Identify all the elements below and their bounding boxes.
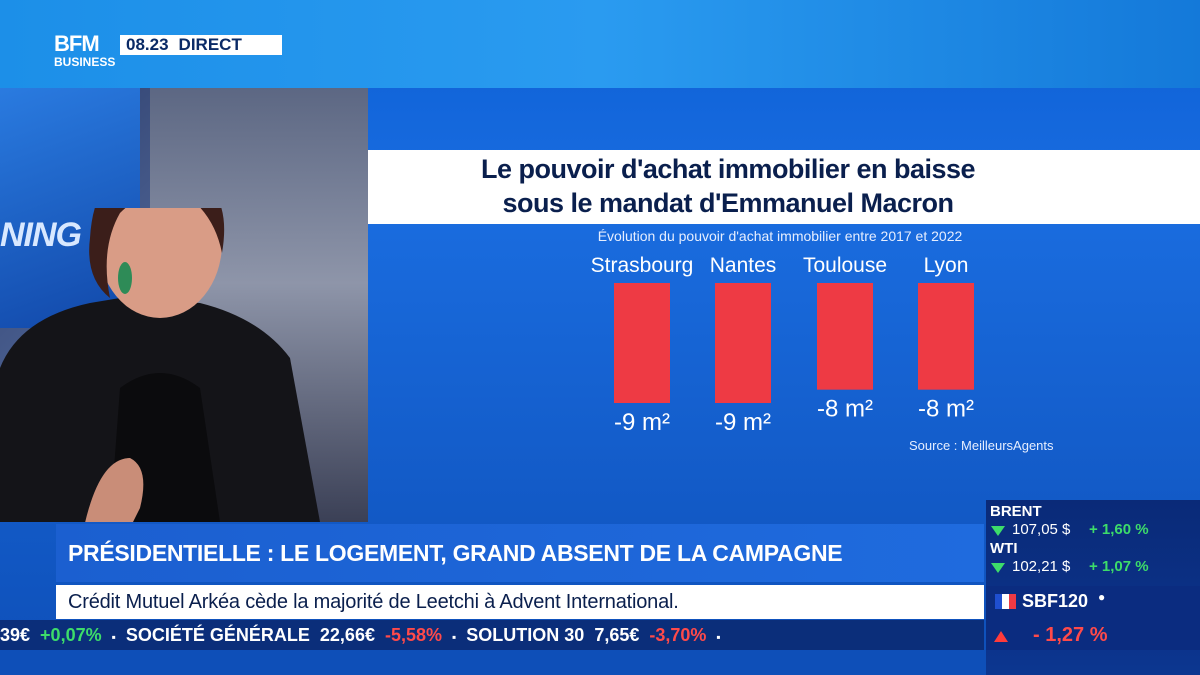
ticker-item: +0,07%	[40, 625, 102, 645]
chart-title-band	[368, 150, 1200, 224]
sbf120-box	[986, 586, 1200, 650]
bar	[817, 283, 873, 390]
clock-time: 08.23	[126, 35, 169, 54]
category-label: Toulouse	[803, 254, 887, 277]
bar	[918, 283, 974, 390]
bar	[715, 283, 771, 403]
chart-title-line1: Le pouvoir d'achat immobilier en baisse	[480, 154, 976, 184]
bar-value-label: -9 m²	[715, 409, 771, 436]
ticker-item: ▪	[111, 630, 116, 644]
ticker-item: ▪	[452, 630, 457, 644]
logo-bfm: BFM	[54, 31, 100, 56]
wti-value: 102,21 $	[1012, 558, 1071, 575]
bar-value-label: -8 m²	[918, 396, 974, 423]
sbf120-status-icon: ●	[1098, 590, 1106, 604]
category-label: Lyon	[924, 254, 969, 277]
bar-chart: Strasbourg -9 m² Nantes -9 m² Toulouse -8 m² L…	[591, 254, 974, 436]
bfm-business-logo: BFM BUSINESS	[54, 33, 118, 75]
live-label: DIRECT	[178, 35, 242, 54]
ticker-item: -3,70%	[649, 625, 707, 645]
wti-change: + 1,07 %	[1089, 558, 1149, 575]
bar-value-label: -9 m²	[614, 409, 670, 436]
ticker-item: 22,66€	[319, 625, 375, 645]
sbf120-name: SBF120	[1022, 591, 1089, 611]
studio-video: NING	[0, 88, 368, 522]
wti-arrow-icon	[991, 563, 1005, 573]
bar-value-label: -8 m²	[817, 396, 873, 423]
brent-name: BRENT	[990, 503, 1042, 520]
sbf120-change: - 1,27 %	[1033, 624, 1108, 646]
ticker-item: -5,58%	[384, 625, 443, 645]
chart-title: Le pouvoir d'achat immobilier en baisse …	[368, 152, 1088, 220]
logo-business: BUSINESS	[54, 55, 116, 69]
sbf120-arrow-icon	[994, 631, 1008, 642]
chart-subtitle: Évolution du pouvoir d'achat immobilier …	[597, 228, 963, 244]
ticker-item: 39€	[0, 625, 31, 645]
ticker-item: SOCIÉTÉ GÉNÉRALE	[125, 625, 310, 645]
ticker-item: 7,65€	[594, 625, 640, 645]
bar	[614, 283, 670, 403]
french-flag-icon	[995, 594, 1016, 609]
chart-source: Source : MeilleursAgents	[909, 438, 1054, 453]
presenter-figure	[0, 208, 320, 522]
category-label: Nantes	[710, 254, 777, 277]
wti-name: WTI	[990, 540, 1018, 557]
brent-arrow-icon	[991, 526, 1005, 536]
studio-screen-text: NING	[0, 216, 82, 254]
clock-badge: 08.23 DIRECT	[120, 35, 282, 55]
ticker-item: ▪	[716, 630, 721, 644]
news-subline: Crédit Mutuel Arkéa cède la majorité de …	[56, 585, 984, 619]
brent-change: + 1,60 %	[1089, 521, 1149, 538]
chart-title-line2: sous le mandat d'Emmanuel Macron	[502, 188, 954, 218]
stock-ticker: 39€ +0,07% ▪ SOCIÉTÉ GÉNÉRALE 22,66€ -5,58% ▪ S…	[0, 620, 984, 650]
ticker-item: SOLUTION 30	[466, 625, 585, 645]
headline-bar: PRÉSIDENTIELLE : LE LOGEMENT, GRAND ABSE…	[56, 524, 984, 582]
category-label: Strasbourg	[591, 254, 694, 277]
brent-value: 107,05 $	[1012, 521, 1071, 538]
